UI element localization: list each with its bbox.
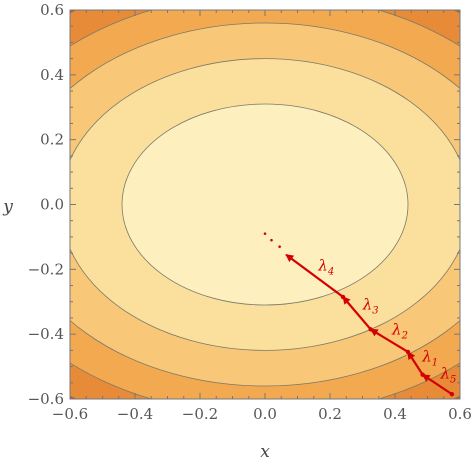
axis-ticks: −0.6−0.6 −0.4 −0.4 −0.2 −0.2 0.0 0.0 0.2 0.2 0.4 0… [28, 1, 472, 423]
y-tick-label: 0.4 [40, 66, 64, 84]
path-point [340, 294, 346, 300]
y-tick-label: 0.0 [40, 196, 64, 214]
path-step-arrow [342, 296, 372, 331]
y-tick-label: −0.2 [28, 260, 64, 278]
x-tick-label: 0.0 [253, 405, 277, 423]
x-tick-label: −0.4 [117, 405, 153, 423]
x-tick-label: −0.2 [182, 405, 218, 423]
path-step-arrow [407, 351, 424, 376]
x-tick-label: −0.6 [52, 405, 88, 423]
contour-regions [70, 10, 460, 399]
y-tick-label: −0.6 [28, 390, 64, 408]
path-point [449, 391, 455, 397]
path-step-arrow [369, 328, 409, 353]
contour-level-1 [121, 103, 409, 306]
ellipsis-dot [270, 238, 273, 242]
y-tick-label: 0.6 [40, 1, 64, 19]
x-axis-label: x [260, 442, 270, 462]
y-tick-label: 0.2 [40, 131, 64, 149]
x-tick-label: 0.2 [318, 405, 342, 423]
ellipsis-dot [278, 245, 281, 248]
path-point [420, 372, 425, 377]
path-step-arrow [285, 253, 344, 298]
path-step-arrow [421, 373, 453, 396]
path-point [368, 327, 373, 332]
x-tick-label: 0.6 [448, 405, 472, 423]
x-tick-label: 0.4 [383, 405, 407, 423]
y-tick-label: −0.4 [28, 325, 64, 343]
ellipsis-dot [263, 232, 267, 235]
y-axis-label: y [2, 197, 13, 217]
path-point [405, 349, 411, 355]
